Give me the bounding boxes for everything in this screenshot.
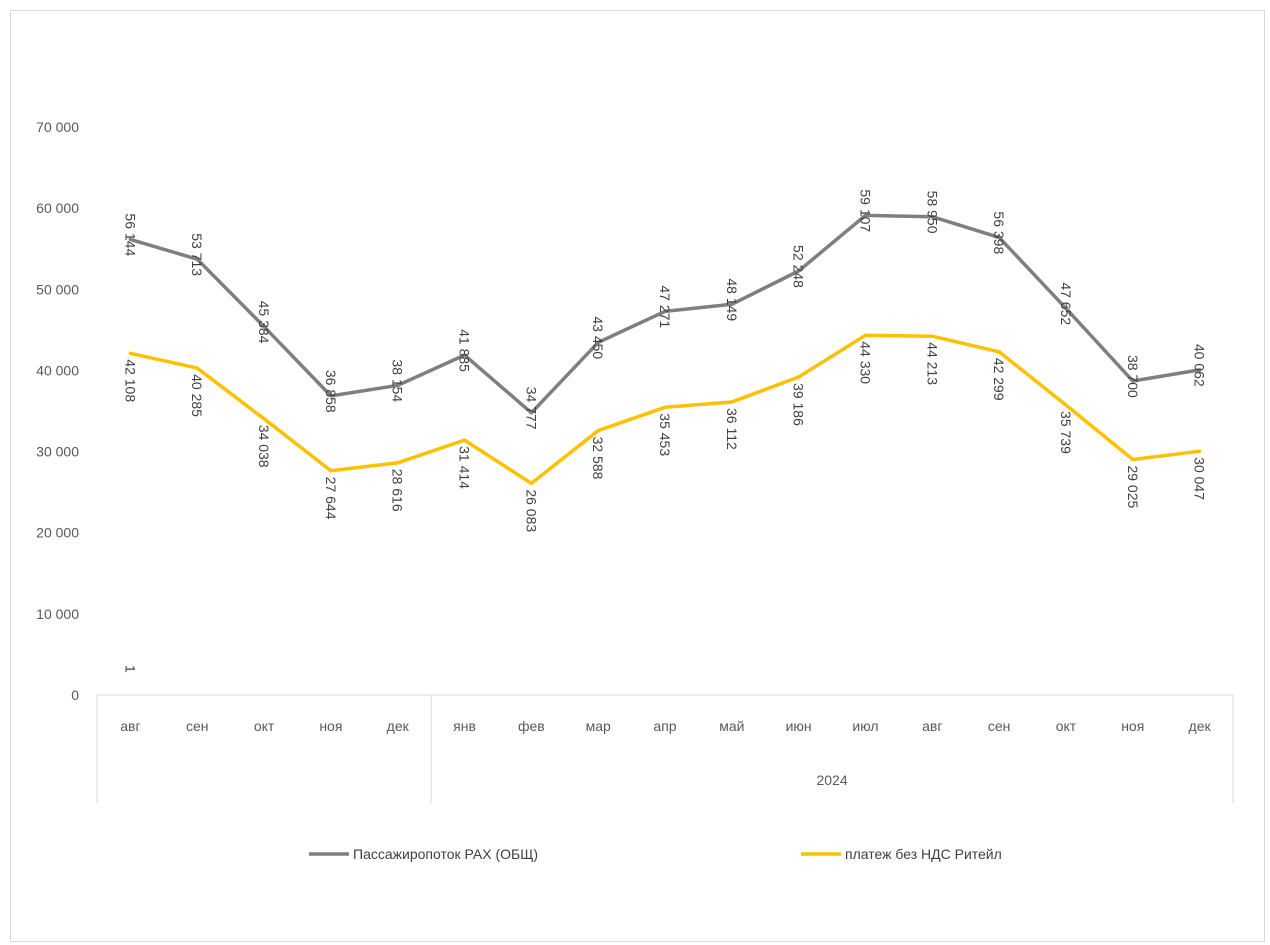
- y-tick-label: 60 000: [36, 200, 79, 216]
- data-label: 26 083: [523, 489, 539, 532]
- x-group-label: 2024: [816, 772, 847, 788]
- x-tick-label: июл: [852, 718, 878, 734]
- x-tick-label: дек: [387, 718, 410, 734]
- series-line-1: [128, 333, 1202, 486]
- x-tick-label: ноя: [319, 718, 342, 734]
- y-tick-label: 50 000: [36, 281, 79, 297]
- data-label: 38 700: [1125, 355, 1141, 398]
- series-line-0: [128, 213, 1202, 415]
- x-tick-label: мар: [586, 718, 611, 734]
- x-axis: авг сен окт ноя дек янв фев мар апр май июн июл авг с…: [96, 694, 1234, 803]
- data-label: 45 384: [256, 301, 272, 344]
- y-tick-label: 20 000: [36, 525, 79, 541]
- y-tick-label: 70 000: [36, 119, 79, 135]
- data-label: 27 644: [323, 477, 339, 520]
- data-label: 43 450: [590, 316, 606, 359]
- x-tick-label: дек: [1189, 718, 1212, 734]
- data-labels: 56 144 53 713 45 384 36 858 38 154 41 885 34 7…: [122, 189, 1207, 532]
- y-tick-label: 0: [71, 687, 79, 703]
- legend-label: платеж без НДС Ритейл: [845, 846, 1002, 862]
- legend-label: Пассажиропоток РАХ (ОБЩ): [353, 846, 538, 862]
- stray-data-label: 1: [122, 665, 138, 673]
- y-tick-label: 40 000: [36, 362, 79, 378]
- data-label: 58 950: [924, 191, 940, 234]
- x-tick-label: авг: [922, 718, 942, 734]
- y-tick-label: 10 000: [36, 606, 79, 622]
- data-label: 40 285: [189, 374, 205, 417]
- data-label: 42 299: [991, 358, 1007, 401]
- x-tick-label: окт: [254, 718, 275, 734]
- x-tick-label: май: [719, 718, 744, 734]
- data-label: 36 112: [724, 408, 740, 450]
- data-label: 29 025: [1125, 465, 1141, 508]
- line-chart: 0 10 000 20 000 30 000 40 000 50 000 60 000 70 …: [36, 119, 1234, 862]
- y-axis: 0 10 000 20 000 30 000 40 000 50 000 60 000 70 …: [36, 119, 79, 703]
- data-label: 44 213: [924, 342, 940, 385]
- data-label: 28 616: [390, 469, 406, 512]
- data-label: 56 398: [991, 211, 1007, 254]
- data-label: 34 038: [256, 425, 272, 468]
- data-label: 40 062: [1192, 344, 1208, 387]
- x-tick-label: окт: [1056, 718, 1077, 734]
- data-label: 44 330: [858, 341, 874, 384]
- data-label: 47 271: [657, 285, 673, 328]
- data-label: 32 588: [590, 437, 606, 480]
- x-tick-label: фев: [518, 718, 545, 734]
- data-label: 38 154: [390, 359, 406, 402]
- x-tick-label: авг: [120, 718, 140, 734]
- x-tick-label: июн: [786, 718, 812, 734]
- data-label: 41 885: [456, 329, 472, 372]
- data-label: 31 414: [457, 446, 473, 489]
- data-label: 56 144: [122, 213, 138, 256]
- legend: Пассажиропоток РАХ (ОБЩ) платеж без НДС Р…: [309, 846, 1002, 862]
- data-label: 35 453: [657, 413, 673, 456]
- x-tick-label: ноя: [1121, 718, 1144, 734]
- data-label: 47 652: [1058, 282, 1074, 325]
- data-label: 39 186: [791, 383, 807, 426]
- data-label: 59 107: [858, 189, 874, 232]
- data-label: 48 149: [724, 278, 740, 321]
- x-tick-label: сен: [186, 718, 209, 734]
- data-label: 53 713: [189, 233, 205, 276]
- data-label: 42 108: [122, 359, 138, 402]
- x-tick-label: сен: [988, 718, 1011, 734]
- x-tick-label: апр: [653, 718, 676, 734]
- data-label: 30 047: [1192, 457, 1208, 500]
- x-tick-label: янв: [453, 718, 476, 734]
- data-label: 52 248: [791, 245, 807, 288]
- data-label: 35 739: [1058, 411, 1074, 454]
- y-tick-label: 30 000: [36, 444, 79, 460]
- series-lines: [128, 213, 1202, 486]
- chart-area: 0 10 000 20 000 30 000 40 000 50 000 60 000 70 …: [10, 10, 1265, 942]
- data-label: 34 777: [523, 387, 539, 430]
- data-label: 36 858: [323, 370, 339, 413]
